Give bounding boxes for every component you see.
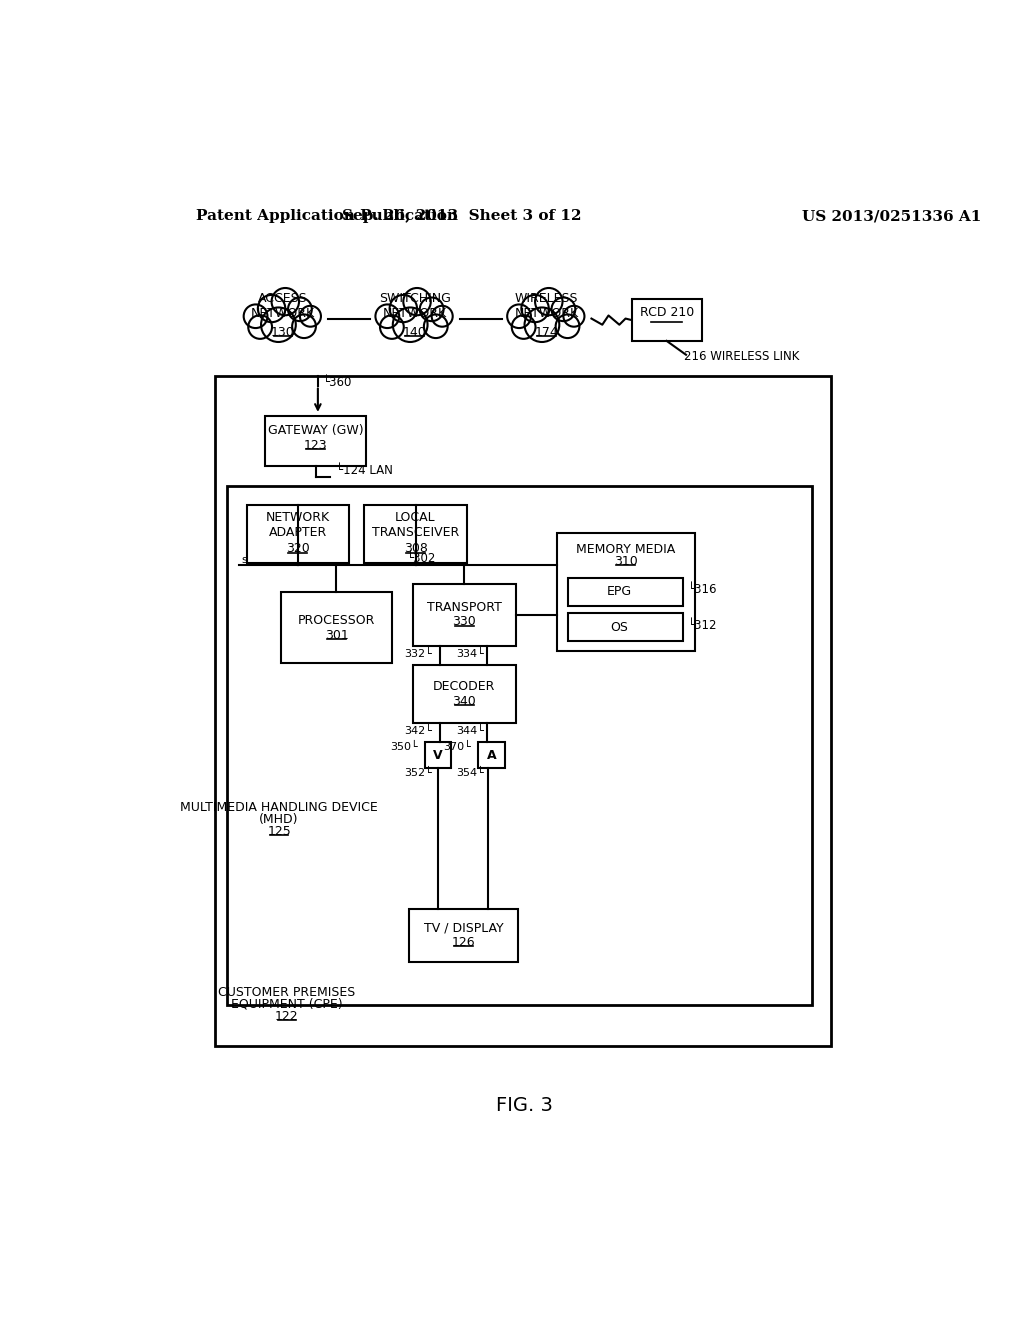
Text: WIRELESS
NETWORK: WIRELESS NETWORK	[514, 292, 579, 321]
Circle shape	[258, 294, 286, 322]
Text: 342└: 342└	[403, 726, 432, 735]
Text: 354└: 354└	[457, 768, 484, 777]
Circle shape	[524, 308, 559, 342]
Bar	[414, 585, 515, 645]
Text: 340: 340	[453, 694, 476, 708]
Text: └312: └312	[687, 619, 717, 632]
Text: 123: 123	[304, 440, 328, 453]
Bar	[478, 742, 505, 768]
Text: └124 LAN: └124 LAN	[336, 463, 392, 477]
Circle shape	[300, 306, 321, 326]
Circle shape	[403, 288, 431, 315]
Text: └302: └302	[407, 552, 436, 565]
Text: FIG. 3: FIG. 3	[497, 1096, 553, 1115]
Text: (MHD): (MHD)	[259, 813, 299, 825]
Circle shape	[420, 297, 443, 321]
Bar	[414, 665, 515, 723]
Circle shape	[292, 314, 316, 338]
Circle shape	[521, 294, 549, 322]
Text: 140: 140	[402, 326, 427, 339]
Text: US 2013/0251336 A1: US 2013/0251336 A1	[802, 209, 982, 223]
Circle shape	[507, 305, 531, 329]
Text: EPG: EPG	[607, 585, 632, 598]
Text: MULTIMEDIA HANDLING DEVICE: MULTIMEDIA HANDLING DEVICE	[180, 801, 378, 814]
Bar	[557, 533, 694, 651]
Text: 130: 130	[271, 326, 295, 339]
Text: TRANSPORT: TRANSPORT	[427, 601, 502, 614]
Circle shape	[512, 315, 536, 339]
Text: OS: OS	[610, 620, 629, 634]
Text: RCD 210: RCD 210	[640, 306, 693, 319]
Text: SWITCHING
NETWORK: SWITCHING NETWORK	[379, 292, 451, 321]
Text: 125: 125	[267, 825, 291, 838]
Text: DECODER: DECODER	[433, 680, 496, 693]
Text: 308: 308	[403, 543, 427, 556]
Text: └360: └360	[324, 376, 352, 389]
Text: GATEWAY (GW): GATEWAY (GW)	[267, 424, 364, 437]
Text: 301: 301	[325, 628, 348, 642]
Text: 344└: 344└	[457, 726, 484, 735]
Text: 334└: 334└	[457, 648, 484, 659]
Circle shape	[424, 314, 447, 338]
Circle shape	[536, 288, 562, 315]
Circle shape	[248, 315, 272, 339]
Text: NETWORK
ADAPTER: NETWORK ADAPTER	[265, 511, 330, 539]
Bar	[247, 506, 349, 562]
Text: 174: 174	[535, 326, 558, 339]
Bar	[227, 486, 812, 1006]
Bar	[265, 416, 366, 466]
Text: 332└: 332└	[403, 648, 432, 659]
Text: 370└: 370└	[443, 742, 471, 752]
Text: 350└: 350└	[390, 742, 418, 752]
Circle shape	[552, 297, 575, 321]
Bar	[425, 742, 452, 768]
Text: 126: 126	[452, 936, 475, 949]
Bar	[365, 506, 467, 562]
Bar	[410, 909, 518, 961]
Circle shape	[376, 305, 399, 329]
Circle shape	[393, 308, 428, 342]
Bar	[568, 614, 683, 642]
Circle shape	[271, 288, 299, 315]
Circle shape	[380, 315, 403, 339]
Text: MEMORY MEDIA: MEMORY MEDIA	[575, 543, 675, 556]
Text: CUSTOMER PREMISES: CUSTOMER PREMISES	[218, 986, 355, 999]
Text: A: A	[486, 748, 497, 762]
Text: └316: └316	[687, 583, 717, 597]
Circle shape	[556, 314, 580, 338]
Text: EQUIPMENT (CPE): EQUIPMENT (CPE)	[231, 998, 343, 1010]
Text: 310: 310	[613, 554, 637, 568]
Text: PROCESSOR: PROCESSOR	[298, 614, 375, 627]
Text: Patent Application Publication: Patent Application Publication	[197, 209, 458, 223]
Text: 122: 122	[275, 1010, 299, 1023]
Circle shape	[432, 306, 453, 326]
Circle shape	[389, 294, 417, 322]
Bar	[215, 376, 830, 1047]
Circle shape	[563, 306, 585, 326]
Text: 320: 320	[286, 543, 309, 556]
Text: 216 WIRELESS LINK: 216 WIRELESS LINK	[684, 350, 800, 363]
Circle shape	[244, 305, 267, 329]
Circle shape	[261, 308, 296, 342]
Circle shape	[288, 297, 311, 321]
Bar	[632, 298, 701, 341]
Bar	[282, 591, 391, 663]
Text: 330: 330	[453, 615, 476, 628]
Text: LOCAL
TRANSCEIVER: LOCAL TRANSCEIVER	[372, 511, 459, 539]
Text: TV / DISPLAY: TV / DISPLAY	[424, 921, 504, 935]
Text: V: V	[433, 748, 442, 762]
Bar	[568, 578, 683, 606]
Text: ACCESS
NETWORK: ACCESS NETWORK	[251, 292, 315, 321]
Text: Sep. 26, 2013  Sheet 3 of 12: Sep. 26, 2013 Sheet 3 of 12	[341, 209, 581, 223]
Text: s: s	[241, 556, 247, 565]
Text: 352└: 352└	[403, 768, 432, 777]
